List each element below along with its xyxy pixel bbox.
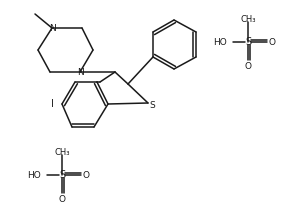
Text: HO: HO	[27, 170, 41, 180]
Text: S: S	[149, 101, 155, 110]
Text: O: O	[82, 170, 89, 180]
Text: CH₃: CH₃	[54, 147, 70, 156]
Text: O: O	[245, 62, 252, 70]
Text: S: S	[59, 170, 65, 180]
Text: N: N	[49, 24, 55, 33]
Text: O: O	[59, 194, 66, 204]
Text: HO: HO	[213, 37, 227, 46]
Text: I: I	[51, 99, 54, 109]
Text: CH₃: CH₃	[240, 15, 256, 24]
Text: O: O	[268, 37, 275, 46]
Text: S: S	[245, 37, 251, 47]
Text: N: N	[77, 68, 83, 77]
